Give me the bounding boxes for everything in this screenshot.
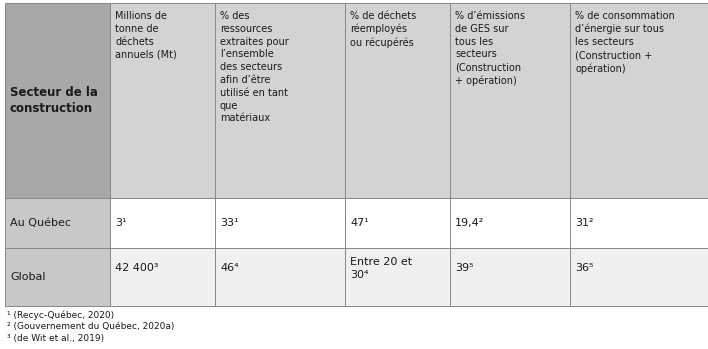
Bar xyxy=(570,248,708,306)
Text: % de déchets
réemployés
ou récupérés: % de déchets réemployés ou récupérés xyxy=(350,11,416,48)
Text: % de consommation
d’énergie sur tous
les secteurs
(Construction +
opération): % de consommation d’énergie sur tous les… xyxy=(575,11,675,74)
Bar xyxy=(345,3,450,198)
Text: % d’émissions
de GES sur
tous les
secteurs
(Construction
+ opération): % d’émissions de GES sur tous les secteu… xyxy=(455,11,525,86)
Bar xyxy=(345,248,450,306)
Text: 19,4²: 19,4² xyxy=(455,218,484,228)
Text: 47¹: 47¹ xyxy=(350,218,369,228)
Text: ² (Gouvernement du Québec, 2020a): ² (Gouvernement du Québec, 2020a) xyxy=(7,322,174,331)
Bar xyxy=(450,248,570,306)
Text: ³ (de Wit et al., 2019): ³ (de Wit et al., 2019) xyxy=(7,334,104,343)
Bar xyxy=(5,3,110,198)
Text: 46⁴: 46⁴ xyxy=(220,263,239,273)
Bar xyxy=(450,3,570,198)
Bar xyxy=(570,198,708,248)
Bar xyxy=(570,3,708,198)
Text: 33¹: 33¹ xyxy=(220,218,239,228)
Text: 31²: 31² xyxy=(575,218,593,228)
Bar xyxy=(5,198,110,248)
Text: ¹ (Recyc-Québec, 2020): ¹ (Recyc-Québec, 2020) xyxy=(7,310,114,319)
Text: 39⁵: 39⁵ xyxy=(455,263,474,273)
Text: 42 400³: 42 400³ xyxy=(115,263,159,273)
Text: Entre 20 et
30⁴: Entre 20 et 30⁴ xyxy=(350,257,412,280)
Text: Millions de
tonne de
déchets
annuels (Mt): Millions de tonne de déchets annuels (Mt… xyxy=(115,11,177,59)
Text: Secteur de la
construction: Secteur de la construction xyxy=(10,86,98,115)
Bar xyxy=(110,3,215,198)
Bar xyxy=(215,198,345,248)
Bar xyxy=(345,198,450,248)
Text: 3¹: 3¹ xyxy=(115,218,127,228)
Text: 36⁵: 36⁵ xyxy=(575,263,593,273)
Bar xyxy=(450,198,570,248)
Text: % des
ressources
extraites pour
l’ensemble
des secteurs
afin d’être
utilisé en t: % des ressources extraites pour l’ensemb… xyxy=(220,11,289,124)
Bar xyxy=(110,198,215,248)
Bar xyxy=(110,248,215,306)
Text: Au Québec: Au Québec xyxy=(10,218,71,228)
Bar xyxy=(5,248,110,306)
Bar xyxy=(215,248,345,306)
Bar xyxy=(215,3,345,198)
Text: Global: Global xyxy=(10,272,45,282)
